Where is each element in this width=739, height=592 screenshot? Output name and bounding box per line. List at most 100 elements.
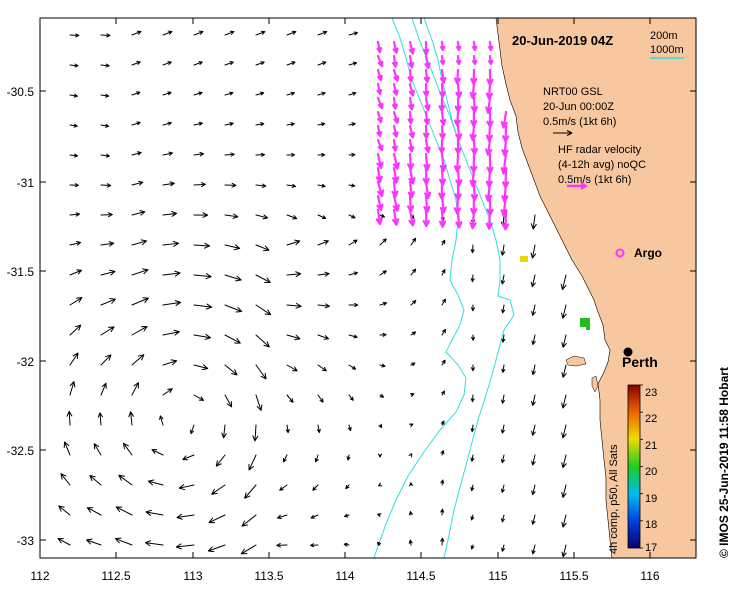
- current-vector: [151, 449, 164, 456]
- current-vector: [162, 359, 178, 366]
- current-vector: [224, 61, 234, 66]
- radar-vector: [376, 68, 383, 82]
- radar-vector: [408, 54, 415, 69]
- current-vector: [60, 473, 71, 486]
- radar-vector: [392, 208, 400, 226]
- colorbar-tick-label: 20: [645, 466, 657, 478]
- current-vector: [410, 237, 417, 246]
- radar-vector: [391, 54, 398, 68]
- radar-vector: [469, 208, 477, 230]
- current-vector: [147, 479, 164, 486]
- current-vector: [131, 325, 148, 336]
- radar-vector: [485, 138, 493, 156]
- x-tick-label: 115.5: [559, 569, 588, 583]
- current-vector: [379, 363, 386, 368]
- current-vector: [100, 326, 115, 336]
- current-vector: [317, 394, 324, 403]
- radar-vector: [439, 124, 446, 140]
- y-tick-label: -30.5: [7, 85, 35, 99]
- current-vector: [441, 269, 446, 276]
- current-vector: [162, 300, 182, 307]
- colorbar-tick-label: 18: [645, 519, 657, 531]
- current-vector: [470, 394, 475, 403]
- current-vector: [224, 244, 241, 251]
- current-vector: [224, 152, 235, 157]
- current-vector: [410, 268, 417, 276]
- radar-vector: [422, 124, 430, 140]
- radar-vector: [392, 194, 400, 212]
- current-vector: [193, 91, 203, 96]
- radar-vector: [392, 166, 400, 184]
- current-vector: [162, 388, 173, 396]
- radar-vector: [469, 124, 477, 142]
- current-vector: [441, 328, 446, 336]
- current-vector: [501, 544, 506, 552]
- current-vector: [378, 423, 383, 429]
- current-vector: [193, 242, 211, 249]
- current-vector: [348, 302, 359, 308]
- radar-vector: [438, 96, 446, 112]
- y-tick-label: -31.5: [7, 265, 35, 279]
- current-vector: [208, 514, 226, 524]
- current-vector: [441, 390, 445, 396]
- current-vector: [379, 301, 388, 306]
- current-vector: [255, 244, 270, 252]
- current-vector: [530, 274, 536, 288]
- current-vector: [248, 454, 257, 471]
- current-vector: [346, 454, 351, 461]
- current-vector: [347, 424, 352, 432]
- current-vector: [193, 394, 205, 401]
- current-vector: [530, 244, 537, 259]
- x-tick-label: 113: [183, 569, 202, 583]
- current-vector: [410, 393, 415, 397]
- current-vector: [255, 304, 272, 316]
- map-title: 20-Jun-2019 04Z: [512, 33, 613, 48]
- perth-label: Perth: [622, 354, 658, 370]
- current-vector: [131, 354, 145, 366]
- current-vector: [310, 514, 319, 519]
- current-vector: [317, 303, 330, 309]
- current-vector: [561, 424, 567, 439]
- current-vector: [193, 212, 209, 218]
- gsl-legend-line1: NRT00 GSL: [543, 86, 603, 98]
- current-vector: [440, 508, 445, 516]
- colorbar-tick-label: 22: [645, 413, 657, 425]
- current-vector: [282, 454, 288, 463]
- current-vector: [115, 506, 133, 516]
- radar-vector: [376, 40, 383, 54]
- current-vector: [100, 63, 110, 68]
- radar-vector: [439, 68, 447, 84]
- current-vector: [530, 214, 537, 230]
- current-vector: [100, 354, 112, 366]
- gsl-legend-line2: 20-Jun 00:00Z: [543, 101, 614, 113]
- current-vector: [193, 121, 203, 126]
- current-vector: [471, 334, 476, 341]
- current-vector: [317, 122, 326, 127]
- current-vector: [317, 364, 327, 372]
- current-vector: [286, 30, 297, 36]
- gsl-legend-line3: 0.5m/s (1kt 6h): [543, 116, 616, 128]
- current-vector: [145, 509, 164, 516]
- current-vector: [312, 484, 319, 491]
- radar-vector: [408, 82, 415, 97]
- radar-vector: [488, 54, 494, 66]
- current-vector: [470, 274, 475, 283]
- current-vector: [441, 359, 446, 366]
- radar-vector: [454, 138, 462, 155]
- current-vector: [193, 303, 213, 310]
- current-vector: [255, 364, 267, 380]
- radar-vector: [376, 54, 384, 68]
- current-vector: [317, 30, 328, 36]
- current-vector: [255, 214, 269, 220]
- current-vector: [286, 271, 302, 278]
- current-vector: [100, 382, 107, 396]
- radar-vector: [392, 152, 400, 170]
- current-vector: [317, 271, 330, 277]
- current-vector: [69, 33, 80, 38]
- radar-vector: [439, 110, 447, 126]
- x-tick-label: 112.5: [101, 569, 130, 583]
- current-vector: [348, 394, 354, 401]
- current-vector: [224, 30, 235, 36]
- current-vector: [93, 443, 102, 456]
